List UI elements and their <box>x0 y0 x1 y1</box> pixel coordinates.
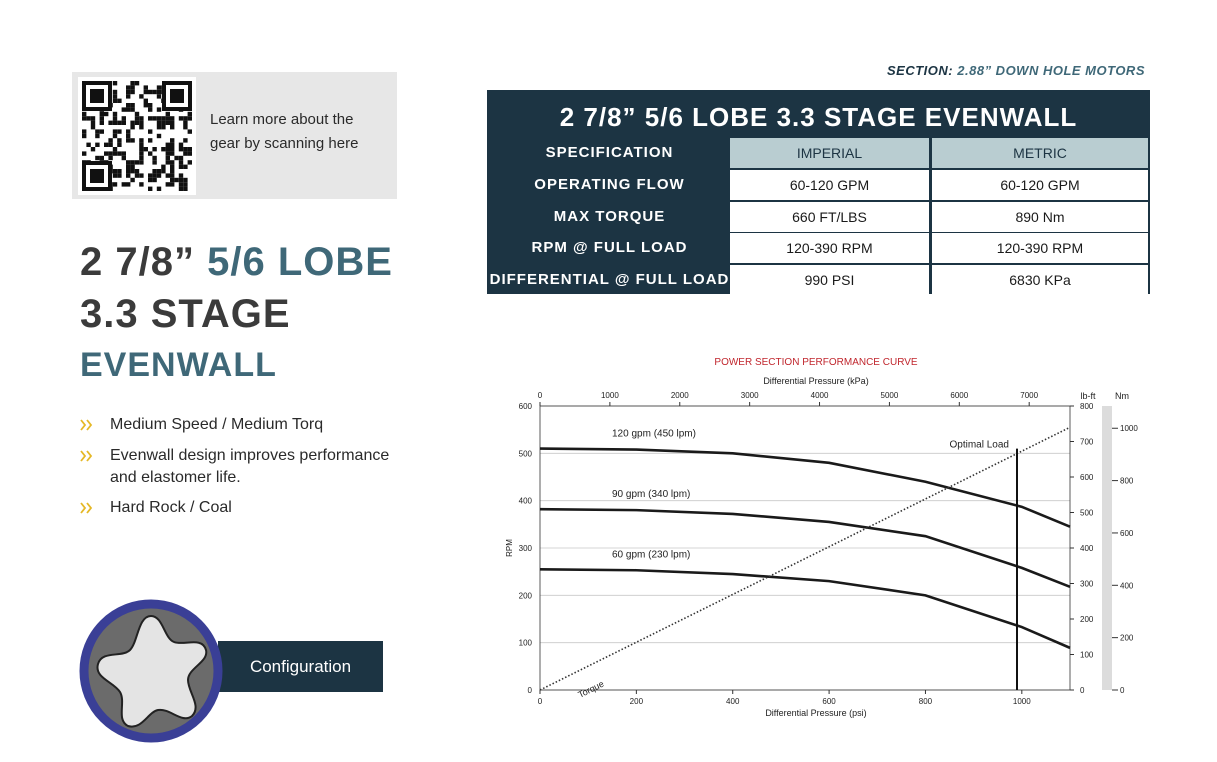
x2-tick-label: 3000 <box>741 391 759 400</box>
y2-tick-label: 400 <box>1080 544 1094 553</box>
nm-axis-bar <box>1102 406 1112 690</box>
feature: Evenwall design improves performance and… <box>110 447 390 486</box>
x-tick-label: 200 <box>630 697 644 706</box>
bullet-icons <box>80 419 93 514</box>
table-cell: 990 PSI <box>730 264 929 295</box>
y2-tick-label: 0 <box>1080 686 1085 695</box>
x2-tick-label: 5000 <box>881 391 899 400</box>
y-tick-label: 400 <box>519 497 533 506</box>
y-axis-title: RPM <box>505 539 514 557</box>
x-tick-label: 600 <box>822 697 836 706</box>
spec-table: 2 7/8” 5/6 LOBE 3.3 STAGE EVENWALL SPECI… <box>487 90 1150 295</box>
x-tick-label: 800 <box>919 697 933 706</box>
title-lobe: 5/6 LOBE <box>207 240 393 284</box>
x2-tick-label: 1000 <box>601 391 619 400</box>
x-tick-label: 0 <box>538 697 543 706</box>
section-label: SECTION: 2.88” DOWN HOLE MOTORS <box>887 63 1145 78</box>
qr-panel <box>72 72 397 199</box>
table-cell: 660 FT/LBS <box>730 201 929 232</box>
y2-tick-label: 700 <box>1080 438 1094 447</box>
y-tick-label: 600 <box>519 402 533 411</box>
y2-axis-title: lb-ft <box>1080 391 1096 401</box>
y3-tick-label: 400 <box>1120 581 1134 590</box>
series-label: 90 gpm (340 lpm) <box>612 489 690 500</box>
series-label: 120 gpm (450 lpm) <box>612 429 696 440</box>
y3-tick-label: 600 <box>1120 529 1134 538</box>
section-value: 2.88” DOWN HOLE MOTORS <box>957 63 1145 78</box>
table-title: 2 7/8” 5/6 LOBE 3.3 STAGE EVENWALL <box>559 102 1078 132</box>
table-cell: 890 Nm <box>932 201 1148 232</box>
table-cell: 120-390 RPM <box>932 233 1148 263</box>
x-axis-title: Differential Pressure (psi) <box>765 708 866 718</box>
table-cell: MAX TORQUE <box>553 207 666 225</box>
x-tick-label: 400 <box>726 697 740 706</box>
y3-tick-label: 200 <box>1120 634 1134 643</box>
table-cell: 60-120 GPM <box>932 170 1148 200</box>
product-stage: 3.3 STAGE <box>80 292 291 336</box>
feature: Medium Speed / Medium Torq <box>110 416 324 433</box>
series-line <box>539 507 1071 589</box>
x2-tick-label: 6000 <box>950 391 968 400</box>
x2-tick-label: 7000 <box>1020 391 1038 400</box>
x-tick-label: 1000 <box>1013 697 1031 706</box>
x2-tick-label: 2000 <box>671 391 689 400</box>
table-cell: 120-390 RPM <box>730 233 929 263</box>
y3-tick-label: 1000 <box>1120 424 1138 433</box>
x2-axis-title: Differential Pressure (kPa) <box>763 376 868 386</box>
section-key: SECTION: <box>887 63 954 78</box>
y-tick-label: 100 <box>519 639 533 648</box>
series-line <box>539 426 1071 691</box>
y-tick-label: 500 <box>519 449 533 458</box>
table-header: IMPERIAL <box>730 138 929 168</box>
y2-tick-label: 800 <box>1080 402 1094 411</box>
series-label: Torque <box>576 679 605 700</box>
series-line <box>539 568 1071 650</box>
table-cell: OPERATING FLOW <box>534 176 685 193</box>
plot-frame <box>539 405 1071 691</box>
y-tick-label: 200 <box>519 591 533 600</box>
y2-tick-label: 200 <box>1080 615 1094 624</box>
y-tick-label: 300 <box>519 544 533 553</box>
x2-tick-label: 0 <box>538 391 543 400</box>
table-cell: RPM @ FULL LOAD <box>531 239 688 256</box>
configuration-icon <box>79 599 223 743</box>
y2-tick-label: 500 <box>1080 509 1094 518</box>
product-title: 2 7/8” 5/6 LOBE <box>80 240 393 285</box>
y2-tick-label: 600 <box>1080 473 1094 482</box>
series-label: 60 gpm (230 lpm) <box>612 549 690 560</box>
feature: Hard Rock / Coal <box>110 499 232 516</box>
y2-tick-label: 100 <box>1080 651 1094 660</box>
series-line <box>539 447 1071 528</box>
table-header: SPECIFICATION <box>545 144 674 161</box>
y3-tick-label: 800 <box>1120 477 1134 486</box>
table-cell: 6830 KPa <box>932 264 1148 295</box>
table-cell: 60-120 GPM <box>730 170 929 200</box>
qr-code[interactable] <box>78 77 196 195</box>
x2-tick-label: 4000 <box>811 391 829 400</box>
optimal-load-label: Optimal Load <box>950 440 1009 451</box>
table-header: METRIC <box>932 138 1148 168</box>
title-size: 2 7/8” <box>80 240 195 284</box>
configuration-button[interactable]: Configuration <box>218 641 383 692</box>
performance-chart: POWER SECTION PERFORMANCE CURVE Different… <box>505 357 1138 718</box>
y3-tick-label: 0 <box>1120 686 1125 695</box>
y3-axis-title: Nm <box>1115 391 1129 401</box>
qr-text: Learn more about the gear by scanning he… <box>210 111 359 152</box>
chart-title: POWER SECTION PERFORMANCE CURVE <box>714 357 917 368</box>
product-type: EVENWALL <box>80 346 277 384</box>
table-cell: DIFFERENTIAL @ FULL LOAD <box>489 270 730 288</box>
y2-tick-label: 300 <box>1080 580 1094 589</box>
y-tick-label: 0 <box>528 686 533 695</box>
